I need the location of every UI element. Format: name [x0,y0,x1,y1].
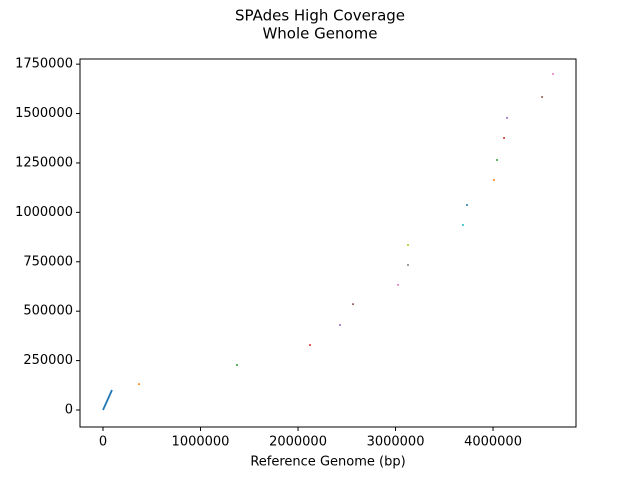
y-tick-label: 1000000 [15,205,73,220]
chart-title: Whole Genome [262,25,377,43]
plot-frame [79,58,577,428]
data-point [492,178,495,181]
data-point [503,137,506,140]
data-line [102,389,113,411]
data-point [339,324,342,327]
y-tick-label: 1750000 [15,57,73,72]
data-point [407,243,410,246]
data-point [235,363,238,366]
y-tick-label: 250000 [23,353,73,368]
data-point [496,158,499,161]
data-point [137,383,140,386]
data-point [397,283,400,286]
x-tick-label: 1000000 [172,435,230,450]
y-tick-label: 1500000 [15,106,73,121]
data-point [407,263,410,266]
y-tick-label: 0 [65,403,73,418]
data-point [551,73,554,76]
data-point [541,95,544,98]
x-axis-label: Reference Genome (bp) [250,455,405,470]
data-point [506,116,509,119]
x-tick-label: 4000000 [464,435,522,450]
y-tick-label: 750000 [23,254,73,269]
y-tick-label: 1250000 [15,155,73,170]
y-tick-label: 500000 [23,304,73,319]
x-tick-label: 0 [99,435,107,450]
data-point [461,224,464,227]
x-tick-label: 3000000 [367,435,425,450]
data-point [352,303,355,306]
chart-title: SPAdes High Coverage [235,7,405,25]
data-point [465,204,468,207]
data-point [309,343,312,346]
x-tick-label: 2000000 [269,435,327,450]
